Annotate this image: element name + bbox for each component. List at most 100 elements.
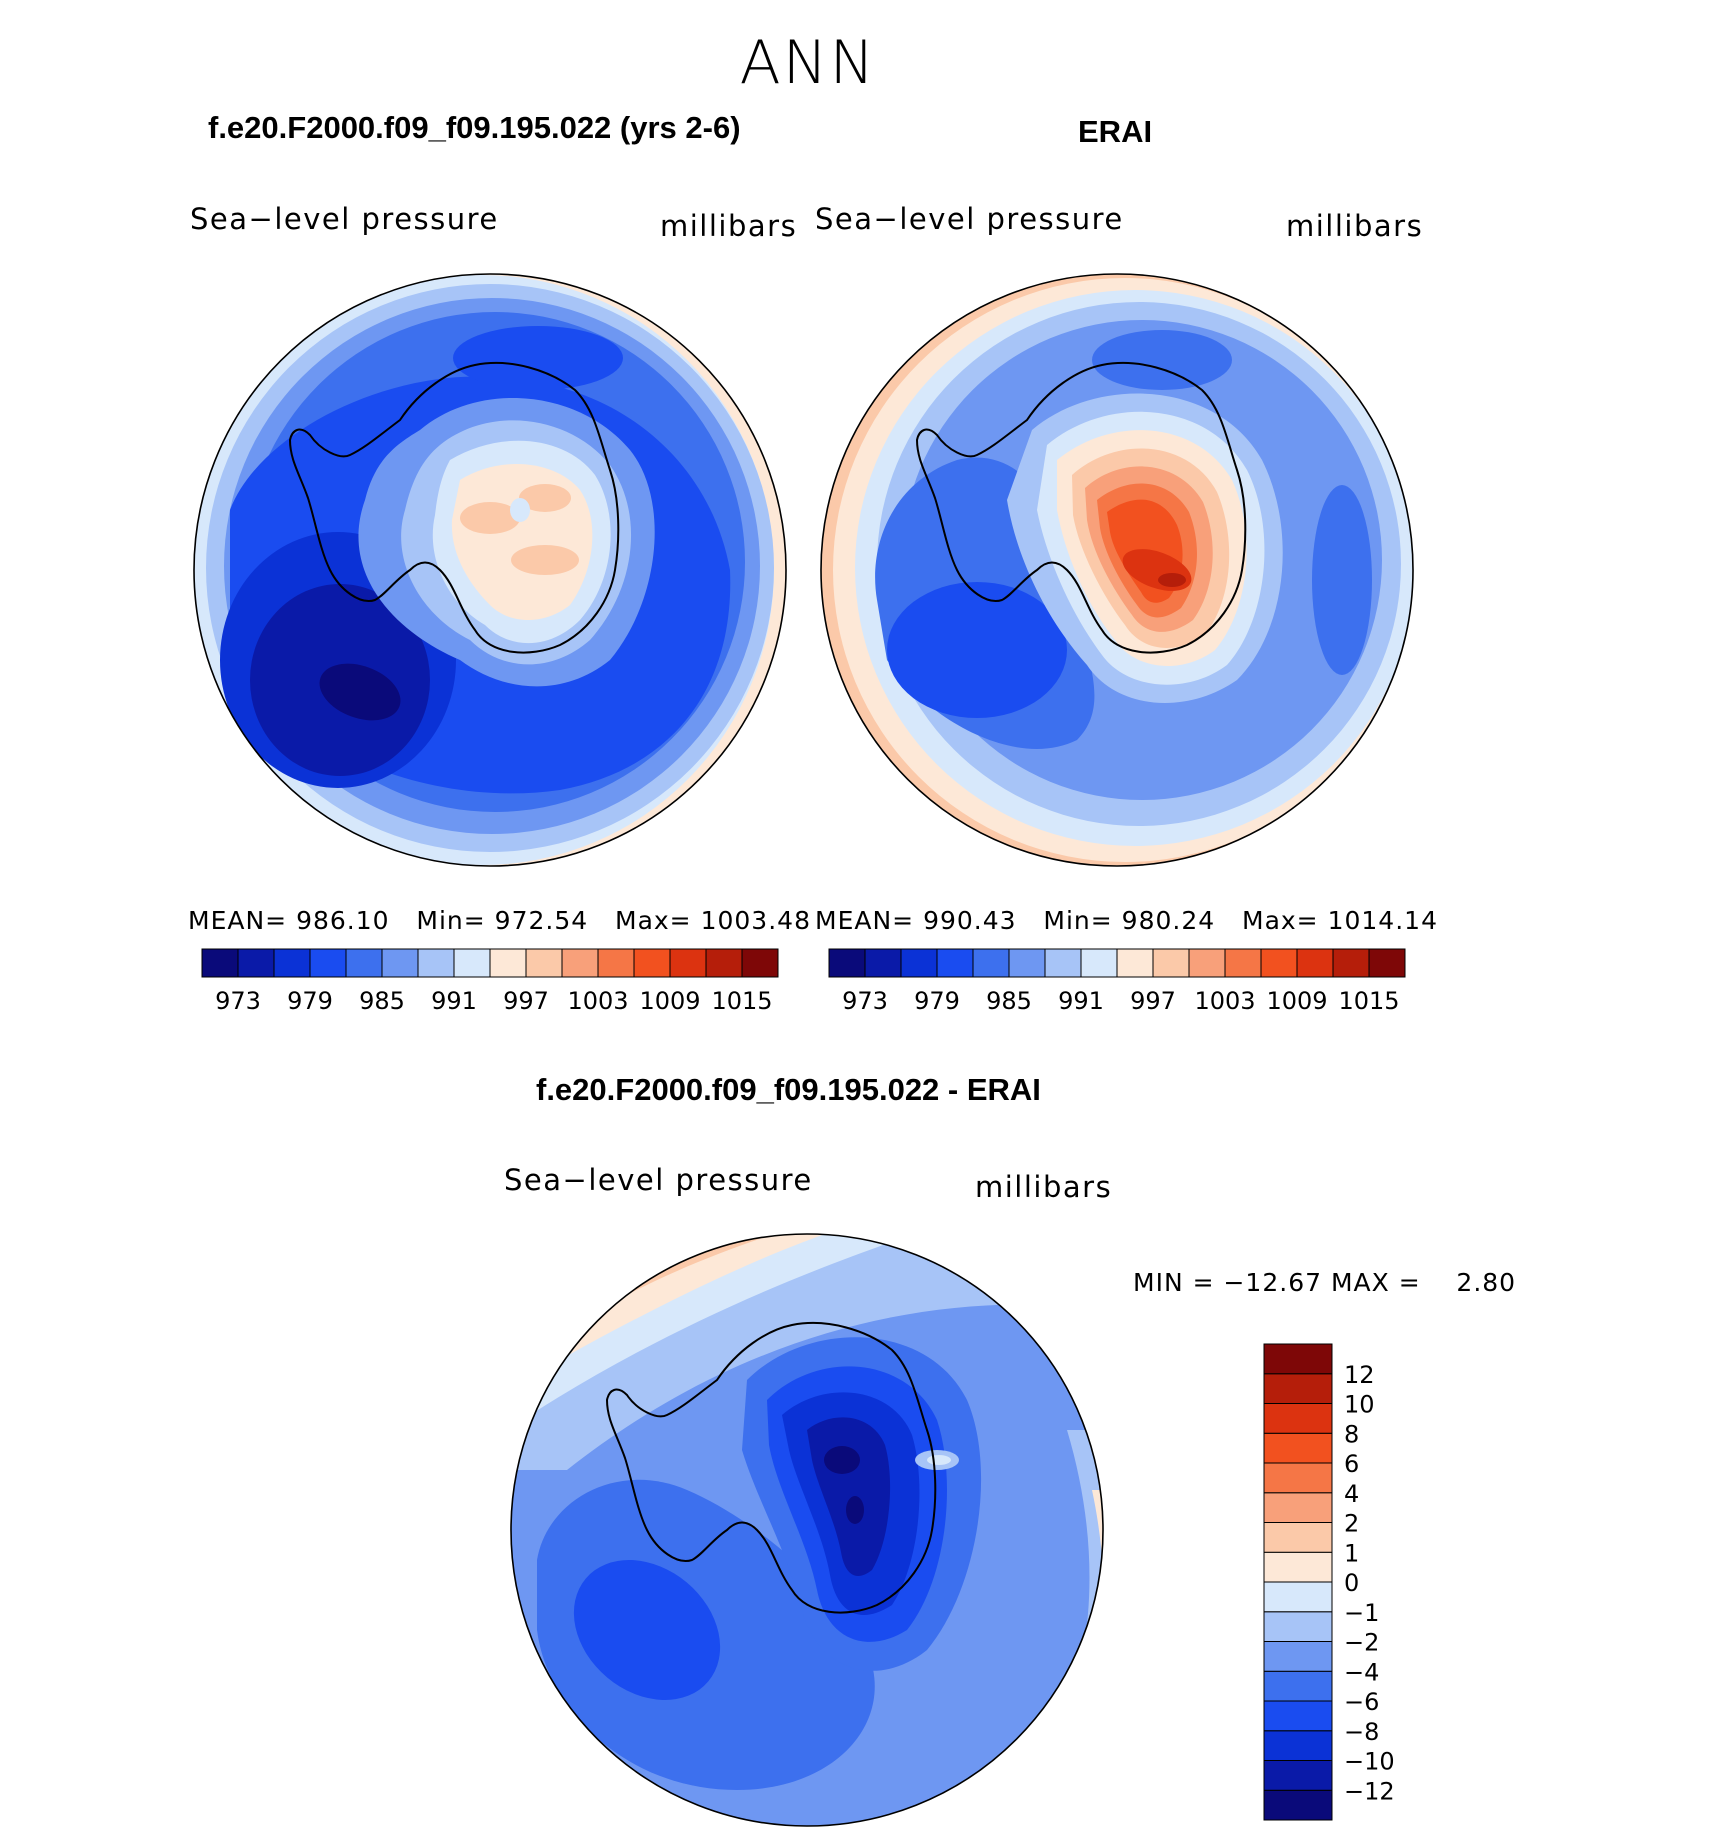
diff-colorbar-swatch	[1263, 1403, 1333, 1434]
diff-colorbar-swatch	[1263, 1373, 1333, 1404]
diff-colorbar-tick-label: 1	[1344, 1539, 1359, 1567]
panel2-units-label: millibars	[1286, 209, 1424, 243]
panel2-colorbar-swatch	[864, 948, 902, 978]
diff-colorbar-tick-label: 10	[1344, 1391, 1375, 1419]
panel1-colorbar-tick-label: 1003	[567, 987, 628, 1015]
panel1-colorbar: 973 979 985 991 997 1003 1009 1015	[201, 948, 779, 1015]
panel2-colorbar-tick-label: 1003	[1194, 987, 1255, 1015]
diff-variable-label: Sea−level pressure	[504, 1163, 813, 1197]
diff-colorbar-tick-label: 4	[1344, 1480, 1359, 1508]
diff-colorbar-tick-label: −12	[1344, 1777, 1395, 1805]
panel2-colorbar-swatch	[1296, 948, 1334, 978]
panel1-max-label: Max=	[615, 906, 692, 935]
diff-colorbar-tick-label: 0	[1344, 1569, 1359, 1597]
panel2-colorbar-swatch	[1188, 948, 1226, 978]
diff-colorbar-tick-label: 8	[1344, 1420, 1359, 1448]
panel2-colorbar-swatch	[1332, 948, 1370, 978]
panel1-variable-label: Sea−level pressure	[190, 202, 499, 236]
panel1-colorbar-tick-label: 997	[503, 987, 549, 1015]
panel1-mean-value: 986.10	[296, 906, 390, 935]
diff-colorbar-swatch	[1263, 1611, 1333, 1642]
diff-colorbar-swatch	[1263, 1700, 1333, 1732]
panel2-colorbar-swatch	[1152, 948, 1190, 978]
panel1-colorbar-swatch	[381, 948, 419, 978]
panel2-colorbar-swatch	[1080, 948, 1118, 978]
diff-colorbar-tick-label: −6	[1344, 1688, 1379, 1716]
panel1-colorbar-swatch	[237, 948, 275, 978]
panel1-colorbar-swatch	[489, 948, 527, 978]
diff-colorbar-tick-label: −1	[1344, 1599, 1379, 1627]
panel2-colorbar-swatch	[972, 948, 1010, 978]
panel2-colorbar-tick-label: 985	[986, 987, 1032, 1015]
panel1-colorbar-tick-label: 985	[359, 987, 405, 1015]
diff-minmax-label: MIN = −12.67 MAX = 2.80	[1133, 1268, 1517, 1297]
panel2-mean-label: MEAN=	[815, 906, 915, 935]
diff-colorbar-swatch	[1263, 1522, 1333, 1553]
panel1-units-label: millibars	[660, 209, 798, 243]
panel2-colorbar-tick-label: 1015	[1338, 987, 1399, 1015]
panel1-min-value: 972.54	[494, 906, 589, 935]
diff-colorbar-swatch	[1263, 1551, 1333, 1583]
panel1-colorbar-swatch	[741, 948, 779, 978]
diff-units-label: millibars	[975, 1170, 1113, 1204]
panel2-colorbar-tick-label: 973	[842, 987, 888, 1015]
panel1-colorbar-swatch	[273, 948, 311, 978]
panel1-min-label: Min=	[416, 906, 486, 935]
panel2-colorbar-tick-label: 997	[1130, 987, 1176, 1015]
panel1-stats: MEAN= 986.10 Min= 972.54 Max= 1003.48	[188, 906, 811, 935]
diff-colorbar-tick-label: 6	[1344, 1450, 1359, 1478]
panel2-colorbar-swatch	[936, 948, 974, 978]
panel2-colorbar-swatch	[1368, 948, 1406, 978]
panel2-colorbar-tick-label: 979	[914, 987, 960, 1015]
diff-colorbar-swatch	[1263, 1670, 1333, 1702]
panel2-colorbar-swatch	[1008, 948, 1046, 978]
panel1-colorbar-tick-label: 1015	[711, 987, 772, 1015]
diff-colorbar-tick-label: 2	[1344, 1510, 1359, 1538]
panel2-max-label: Max=	[1242, 906, 1319, 935]
diff-colorbar-swatch	[1263, 1730, 1333, 1761]
panel2-title: ERAI	[1078, 114, 1153, 149]
diff-colorbar-tick-label: −4	[1344, 1658, 1379, 1686]
panel2-colorbar-swatch	[1224, 948, 1262, 978]
panel1-colorbar-swatch	[633, 948, 671, 978]
diff-colorbar-tick-label: −8	[1344, 1718, 1379, 1746]
panel1-colorbar-swatch	[561, 948, 599, 978]
panel2-max-value: 1014.14	[1327, 906, 1438, 935]
diff-colorbar-tick-label: −2	[1344, 1629, 1379, 1657]
panel1-colorbar-swatch	[201, 948, 239, 978]
panel1-max-value: 1003.48	[700, 906, 811, 935]
panel1-mean-label: MEAN=	[188, 906, 288, 935]
panel1-colorbar-swatch	[417, 948, 455, 978]
diff-colorbar-swatch	[1263, 1432, 1333, 1464]
diff-colorbar-swatch	[1263, 1581, 1333, 1613]
diff-colorbar-swatch	[1263, 1789, 1333, 1821]
diff-colorbar-tick-label: 12	[1344, 1361, 1375, 1389]
panel2-colorbar-tick-label: 991	[1058, 987, 1104, 1015]
panel2-colorbar-tick-label: 1009	[1266, 987, 1327, 1015]
panel1-colorbar-swatch	[453, 948, 491, 978]
panel1-polar-map	[193, 273, 787, 867]
panel2-mean-value: 990.43	[923, 906, 1017, 935]
panel2-colorbar-swatch	[828, 948, 866, 978]
diff-colorbar-swatch	[1263, 1760, 1333, 1791]
panel2-polar-map	[820, 273, 1414, 867]
diff-polar-map	[510, 1233, 1104, 1827]
panel1-colorbar-swatch	[705, 948, 743, 978]
diff-panel-title: f.e20.F2000.f09_f09.195.022 - ERAI	[536, 1072, 1041, 1107]
diff-colorbar-swatch	[1263, 1492, 1333, 1523]
panel1-colorbar-swatch	[309, 948, 347, 978]
panel1-colorbar-tick-label: 991	[431, 987, 477, 1015]
panel2-min-value: 980.24	[1121, 906, 1216, 935]
panel1-colorbar-swatch	[597, 948, 635, 978]
panel2-variable-label: Sea−level pressure	[815, 202, 1124, 236]
panel2-colorbar-swatch	[900, 948, 938, 978]
panel1-colorbar-tick-label: 973	[215, 987, 261, 1015]
panel2-colorbar-swatch	[1044, 948, 1082, 978]
panel1-colorbar-tick-label: 1009	[639, 987, 700, 1015]
diff-colorbar-swatch	[1263, 1641, 1333, 1672]
diff-colorbar-swatch	[1263, 1343, 1333, 1375]
diff-colorbar-swatch	[1263, 1462, 1333, 1494]
panel1-colorbar-swatch	[525, 948, 563, 978]
panel1-colorbar-tick-label: 979	[287, 987, 333, 1015]
season-title: ANN	[739, 28, 877, 98]
